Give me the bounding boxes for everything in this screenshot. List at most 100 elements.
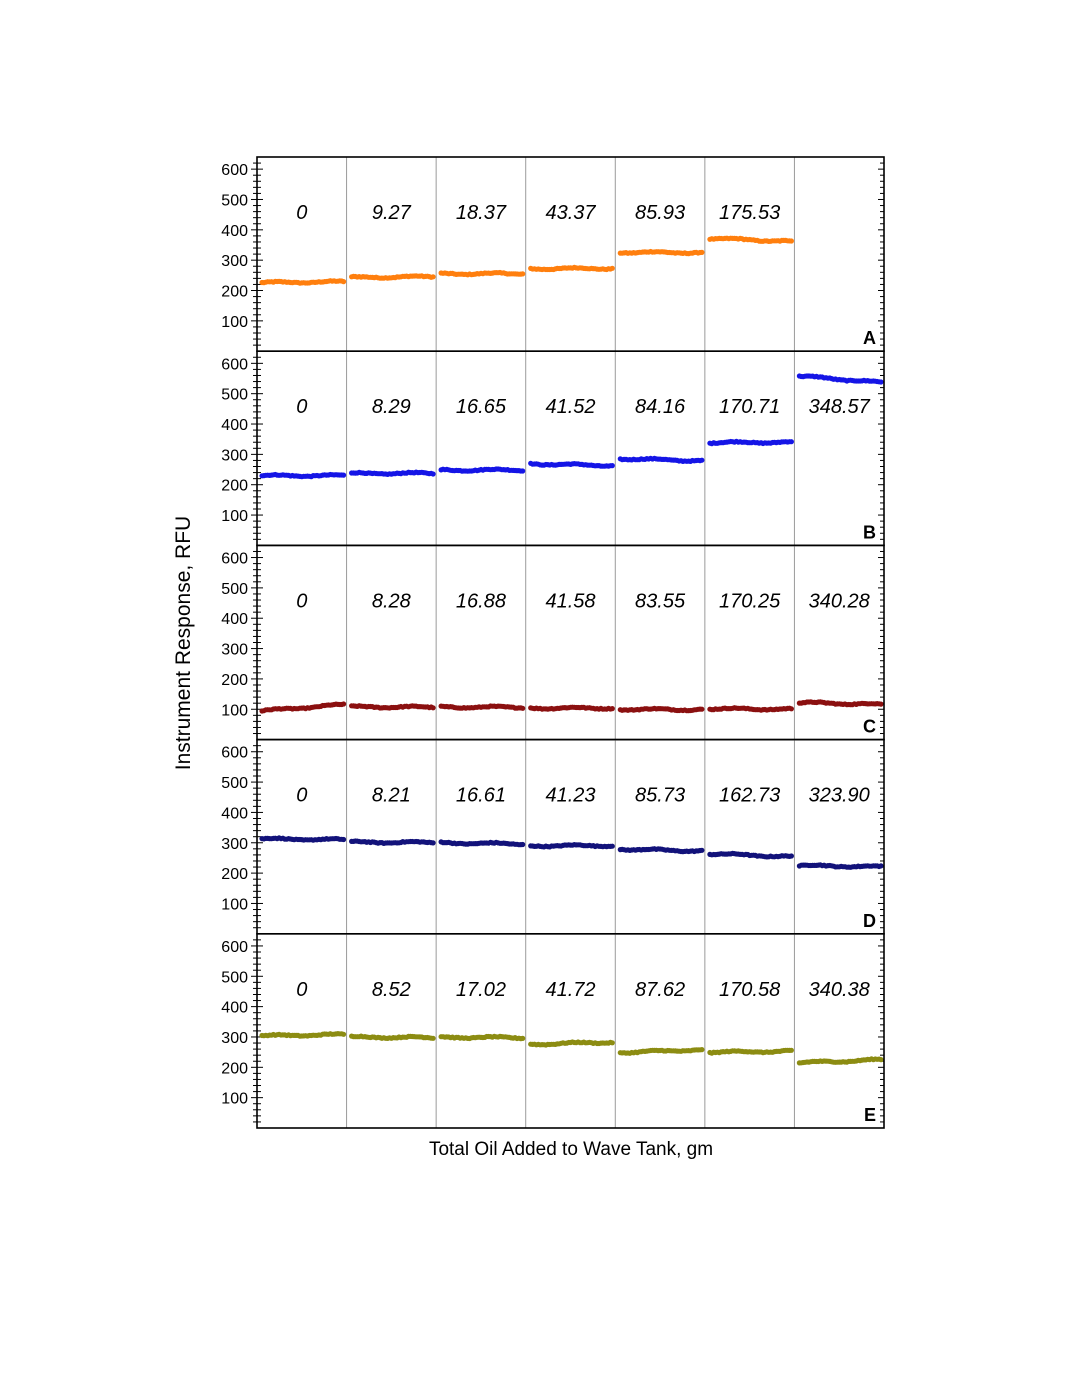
segment-label: 16.65 <box>456 396 507 418</box>
y-tick-label: 500 <box>221 969 248 986</box>
data-point <box>699 1047 705 1053</box>
panel-frame <box>256 350 885 547</box>
y-tick-label: 400 <box>221 611 248 628</box>
segment-label: 43.37 <box>545 202 596 224</box>
segment-label: 84.16 <box>635 396 686 418</box>
data-point <box>609 265 615 271</box>
data-series-segment <box>617 248 705 257</box>
panel-A: 100 200 300 400 500 600 0 9.27 18.37 43.37 85.93 17… <box>221 156 885 352</box>
segment-label: 8.21 <box>372 785 411 807</box>
y-tick-label: 600 <box>221 939 248 956</box>
data-series-segment <box>259 1031 347 1039</box>
data-point <box>878 1057 884 1063</box>
panel-C: 100 200 300 400 500 600 0 8.28 16.88 41.58 83.55 17… <box>221 544 885 741</box>
segment-label: 8.52 <box>372 979 411 1001</box>
y-tick-label: 300 <box>221 836 248 853</box>
panel-D: 100 200 300 400 500 600 0 8.21 16.61 41.23 85.73 16… <box>221 738 885 935</box>
data-point <box>878 701 884 707</box>
data-point <box>430 840 436 846</box>
data-series-segment <box>438 269 526 278</box>
data-series-segment <box>617 455 705 464</box>
segment-label: 41.72 <box>545 979 595 1001</box>
data-series-segment <box>707 705 795 713</box>
data-series-segment <box>259 835 347 843</box>
data-series-segment <box>796 699 884 708</box>
segment-label: 41.52 <box>545 396 595 418</box>
data-point <box>341 279 347 285</box>
data-point <box>788 706 795 712</box>
data-point <box>430 1035 436 1041</box>
y-tick-label: 600 <box>221 356 248 373</box>
data-point <box>430 471 436 477</box>
data-point <box>609 843 615 849</box>
panel-E: 100 200 300 400 500 600 0 8.52 17.02 41.72 87.62 17… <box>221 932 885 1129</box>
segment-label: 41.58 <box>545 590 595 612</box>
segment-label: 87.62 <box>635 979 685 1001</box>
y-tick-label: 300 <box>221 253 248 270</box>
panel-letter: C <box>863 717 876 737</box>
data-point <box>699 249 705 255</box>
data-series-segment <box>796 373 884 385</box>
data-point <box>699 847 705 853</box>
segment-label: 175.53 <box>719 202 780 224</box>
segment-label: 348.57 <box>809 396 871 418</box>
data-point <box>788 439 795 445</box>
data-series-segment <box>259 701 347 714</box>
data-point <box>341 1031 347 1037</box>
segment-label: 340.28 <box>809 590 870 612</box>
data-series-segment <box>796 862 884 870</box>
y-tick-label: 200 <box>221 284 248 301</box>
data-point <box>520 705 526 711</box>
segment-label: 8.29 <box>372 396 411 418</box>
data-series-segment <box>617 846 705 855</box>
data-series-segment <box>617 1047 705 1056</box>
segment-label: 16.88 <box>456 590 506 612</box>
y-tick-label: 100 <box>221 702 248 719</box>
data-point <box>520 1035 526 1041</box>
segment-label: 170.58 <box>719 979 780 1001</box>
data-point <box>341 472 347 478</box>
data-point <box>878 379 884 385</box>
data-series-segment <box>349 838 436 847</box>
data-series-segment <box>349 469 436 477</box>
segment-label: 16.61 <box>456 785 506 807</box>
panel-letter: A <box>863 328 876 348</box>
y-tick-label: 600 <box>221 745 248 762</box>
segment-label: 0 <box>296 202 307 224</box>
data-series-segment <box>259 471 347 480</box>
y-tick-label: 400 <box>221 1000 248 1017</box>
segment-label: 170.25 <box>719 590 781 612</box>
data-point <box>699 457 705 463</box>
segment-label: 0 <box>296 979 307 1001</box>
data-point <box>609 1040 615 1046</box>
data-series-segment <box>528 460 615 469</box>
data-series-segment <box>707 1047 795 1056</box>
y-tick-label: 300 <box>221 1030 248 1047</box>
data-point <box>520 468 526 474</box>
data-point <box>699 706 705 712</box>
segment-label: 162.73 <box>719 785 780 807</box>
segment-label: 85.73 <box>635 785 685 807</box>
data-point <box>430 705 436 711</box>
panel-letter: D <box>863 911 876 931</box>
segment-label: 0 <box>296 396 307 418</box>
data-point <box>609 706 615 712</box>
data-series-segment <box>528 842 615 850</box>
y-tick-label: 300 <box>221 642 248 659</box>
data-series-segment <box>349 1033 436 1041</box>
y-tick-label: 500 <box>221 775 248 792</box>
data-point <box>341 701 347 707</box>
y-tick-label: 400 <box>221 417 248 434</box>
data-series-segment <box>349 273 436 281</box>
y-tick-label: 300 <box>221 447 248 464</box>
segment-label: 0 <box>296 785 307 807</box>
data-point <box>609 463 615 469</box>
data-series-segment <box>438 1033 526 1042</box>
y-tick-label: 400 <box>221 223 248 240</box>
y-tick-label: 500 <box>221 192 248 209</box>
y-tick-label: 600 <box>221 551 248 568</box>
y-tick-label: 200 <box>221 1060 248 1077</box>
y-axis-title: Instrument Response, RFU <box>172 516 195 770</box>
y-tick-label: 600 <box>221 162 248 179</box>
data-series-segment <box>528 264 615 273</box>
